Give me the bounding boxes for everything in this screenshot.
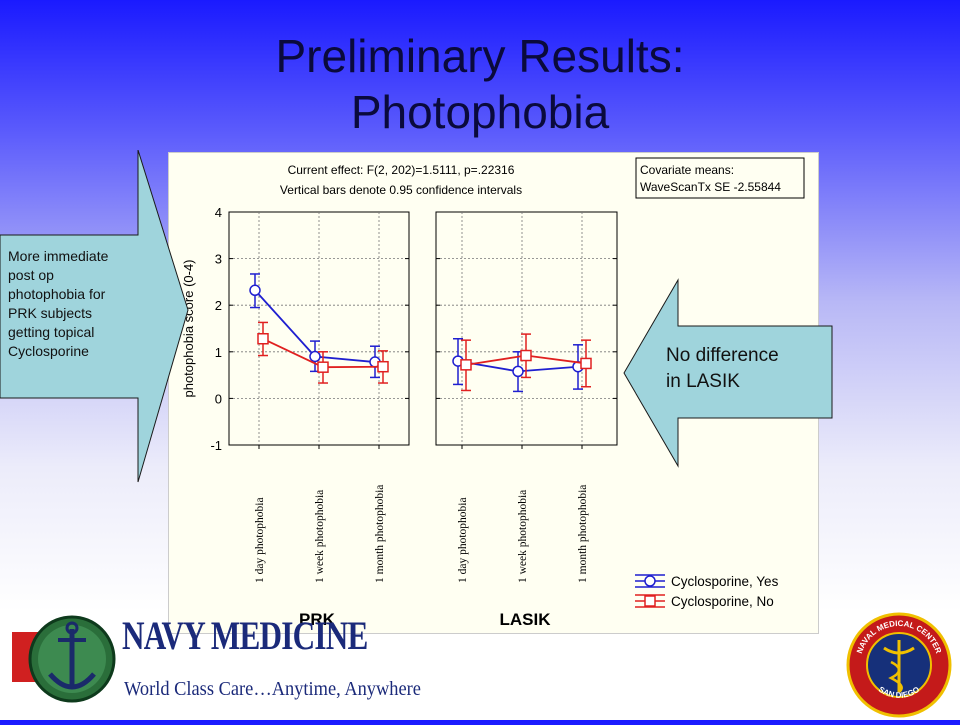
y-tick-label: 0 (215, 391, 222, 406)
covariate-box (635, 157, 805, 199)
panel-name: LASIK (500, 610, 552, 629)
chart-bars-text: Vertical bars denote 0.95 confidence int… (280, 183, 522, 197)
anchor-emblem-icon (12, 615, 116, 703)
callout-left-line: PRK subjects (8, 305, 93, 321)
data-point (317, 361, 329, 373)
covariate-label: Covariate means: (640, 163, 734, 177)
covariate-value: WaveScanTx SE -2.55844 (640, 180, 781, 194)
legend-label: Cyclosporine, Yes (671, 574, 779, 589)
callout-left-line: post op (8, 267, 54, 283)
y-tick-label: -1 (210, 438, 222, 453)
data-point (512, 365, 524, 378)
x-category-label: 1 month photophobia (577, 485, 589, 583)
y-tick-label: 2 (215, 298, 222, 313)
callout-right-line: in LASIK (666, 371, 740, 392)
legend-label: Cyclosporine, No (671, 594, 774, 609)
slide-title: Preliminary Results: Photophobia (0, 28, 960, 140)
title-line-1: Preliminary Results: (275, 30, 685, 82)
data-point (249, 284, 261, 297)
legend-marker (644, 575, 656, 587)
x-category-label: 1 week photophobia (517, 490, 529, 583)
seal-bottom-text: SAN DIEGO (877, 685, 921, 700)
callout-left-text: More immediate post op photophobia for P… (8, 247, 148, 361)
data-point (257, 333, 269, 345)
data-point (580, 357, 592, 370)
callout-left-line: More immediate (8, 248, 109, 264)
x-category-label: 1 day photophobia (457, 497, 469, 583)
chart-effect-text: Current effect: F(2, 202)=1.5111, p=.223… (288, 163, 515, 177)
callout-right: No difference in LASIK (622, 278, 834, 468)
seal-icon: NAVAL MEDICAL CENTER SAN DIEGO (846, 612, 952, 718)
navy-medicine-brand: NAVY MEDICINE (122, 613, 368, 658)
x-category-label: 1 day photophobia (254, 497, 266, 583)
data-point (377, 360, 389, 373)
panel-frame (435, 211, 618, 446)
navy-medicine-logo (0, 604, 360, 720)
svg-text:SAN DIEGO: SAN DIEGO (877, 685, 921, 700)
callout-left-line: getting topical (8, 324, 95, 340)
data-point (309, 350, 321, 363)
x-category-label: 1 week photophobia (314, 490, 326, 583)
callout-left-line: Cyclosporine (8, 343, 89, 359)
y-axis-label: photophobia score (0-4) (181, 259, 196, 397)
y-tick-label: 1 (215, 345, 222, 360)
callout-right-line: No difference (666, 345, 779, 366)
y-tick-label: 3 (215, 252, 222, 267)
callout-right-arrow (623, 278, 833, 468)
y-tick-label: 4 (215, 205, 222, 220)
callout-left: More immediate post op photophobia for P… (0, 150, 190, 485)
title-line-2: Photophobia (350, 86, 610, 138)
naval-medical-center-seal: NAVAL MEDICAL CENTER SAN DIEGO (846, 612, 952, 718)
data-point (520, 349, 532, 362)
x-category-label: 1 month photophobia (374, 485, 386, 583)
callout-right-text: No difference in LASIK (666, 343, 826, 395)
data-point (460, 359, 472, 371)
panel-name: PRK (299, 610, 336, 629)
chart-svg: Current effect: F(2, 202)=1.5111, p=.223… (181, 157, 805, 629)
navy-medicine-tagline: World Class Care…Anytime, Anywhere (124, 678, 421, 700)
callout-left-line: photophobia for (8, 286, 106, 302)
callout-left-arrow (0, 150, 189, 483)
legend-marker (644, 595, 656, 607)
